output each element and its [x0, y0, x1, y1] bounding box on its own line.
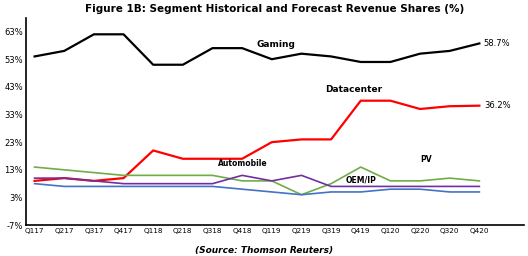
Text: (Source: Thomson Reuters): (Source: Thomson Reuters) [195, 247, 333, 255]
Text: PV: PV [420, 155, 432, 164]
Text: Datacenter: Datacenter [325, 86, 382, 94]
Title: Figure 1B: Segment Historical and Forecast Revenue Shares (%): Figure 1B: Segment Historical and Foreca… [85, 4, 465, 14]
Text: Gaming: Gaming [257, 40, 296, 49]
Text: Automobile: Automobile [219, 159, 268, 168]
Text: 36.2%: 36.2% [484, 101, 511, 110]
Text: 58.7%: 58.7% [484, 39, 511, 48]
Text: OEM/IP: OEM/IP [346, 175, 377, 184]
